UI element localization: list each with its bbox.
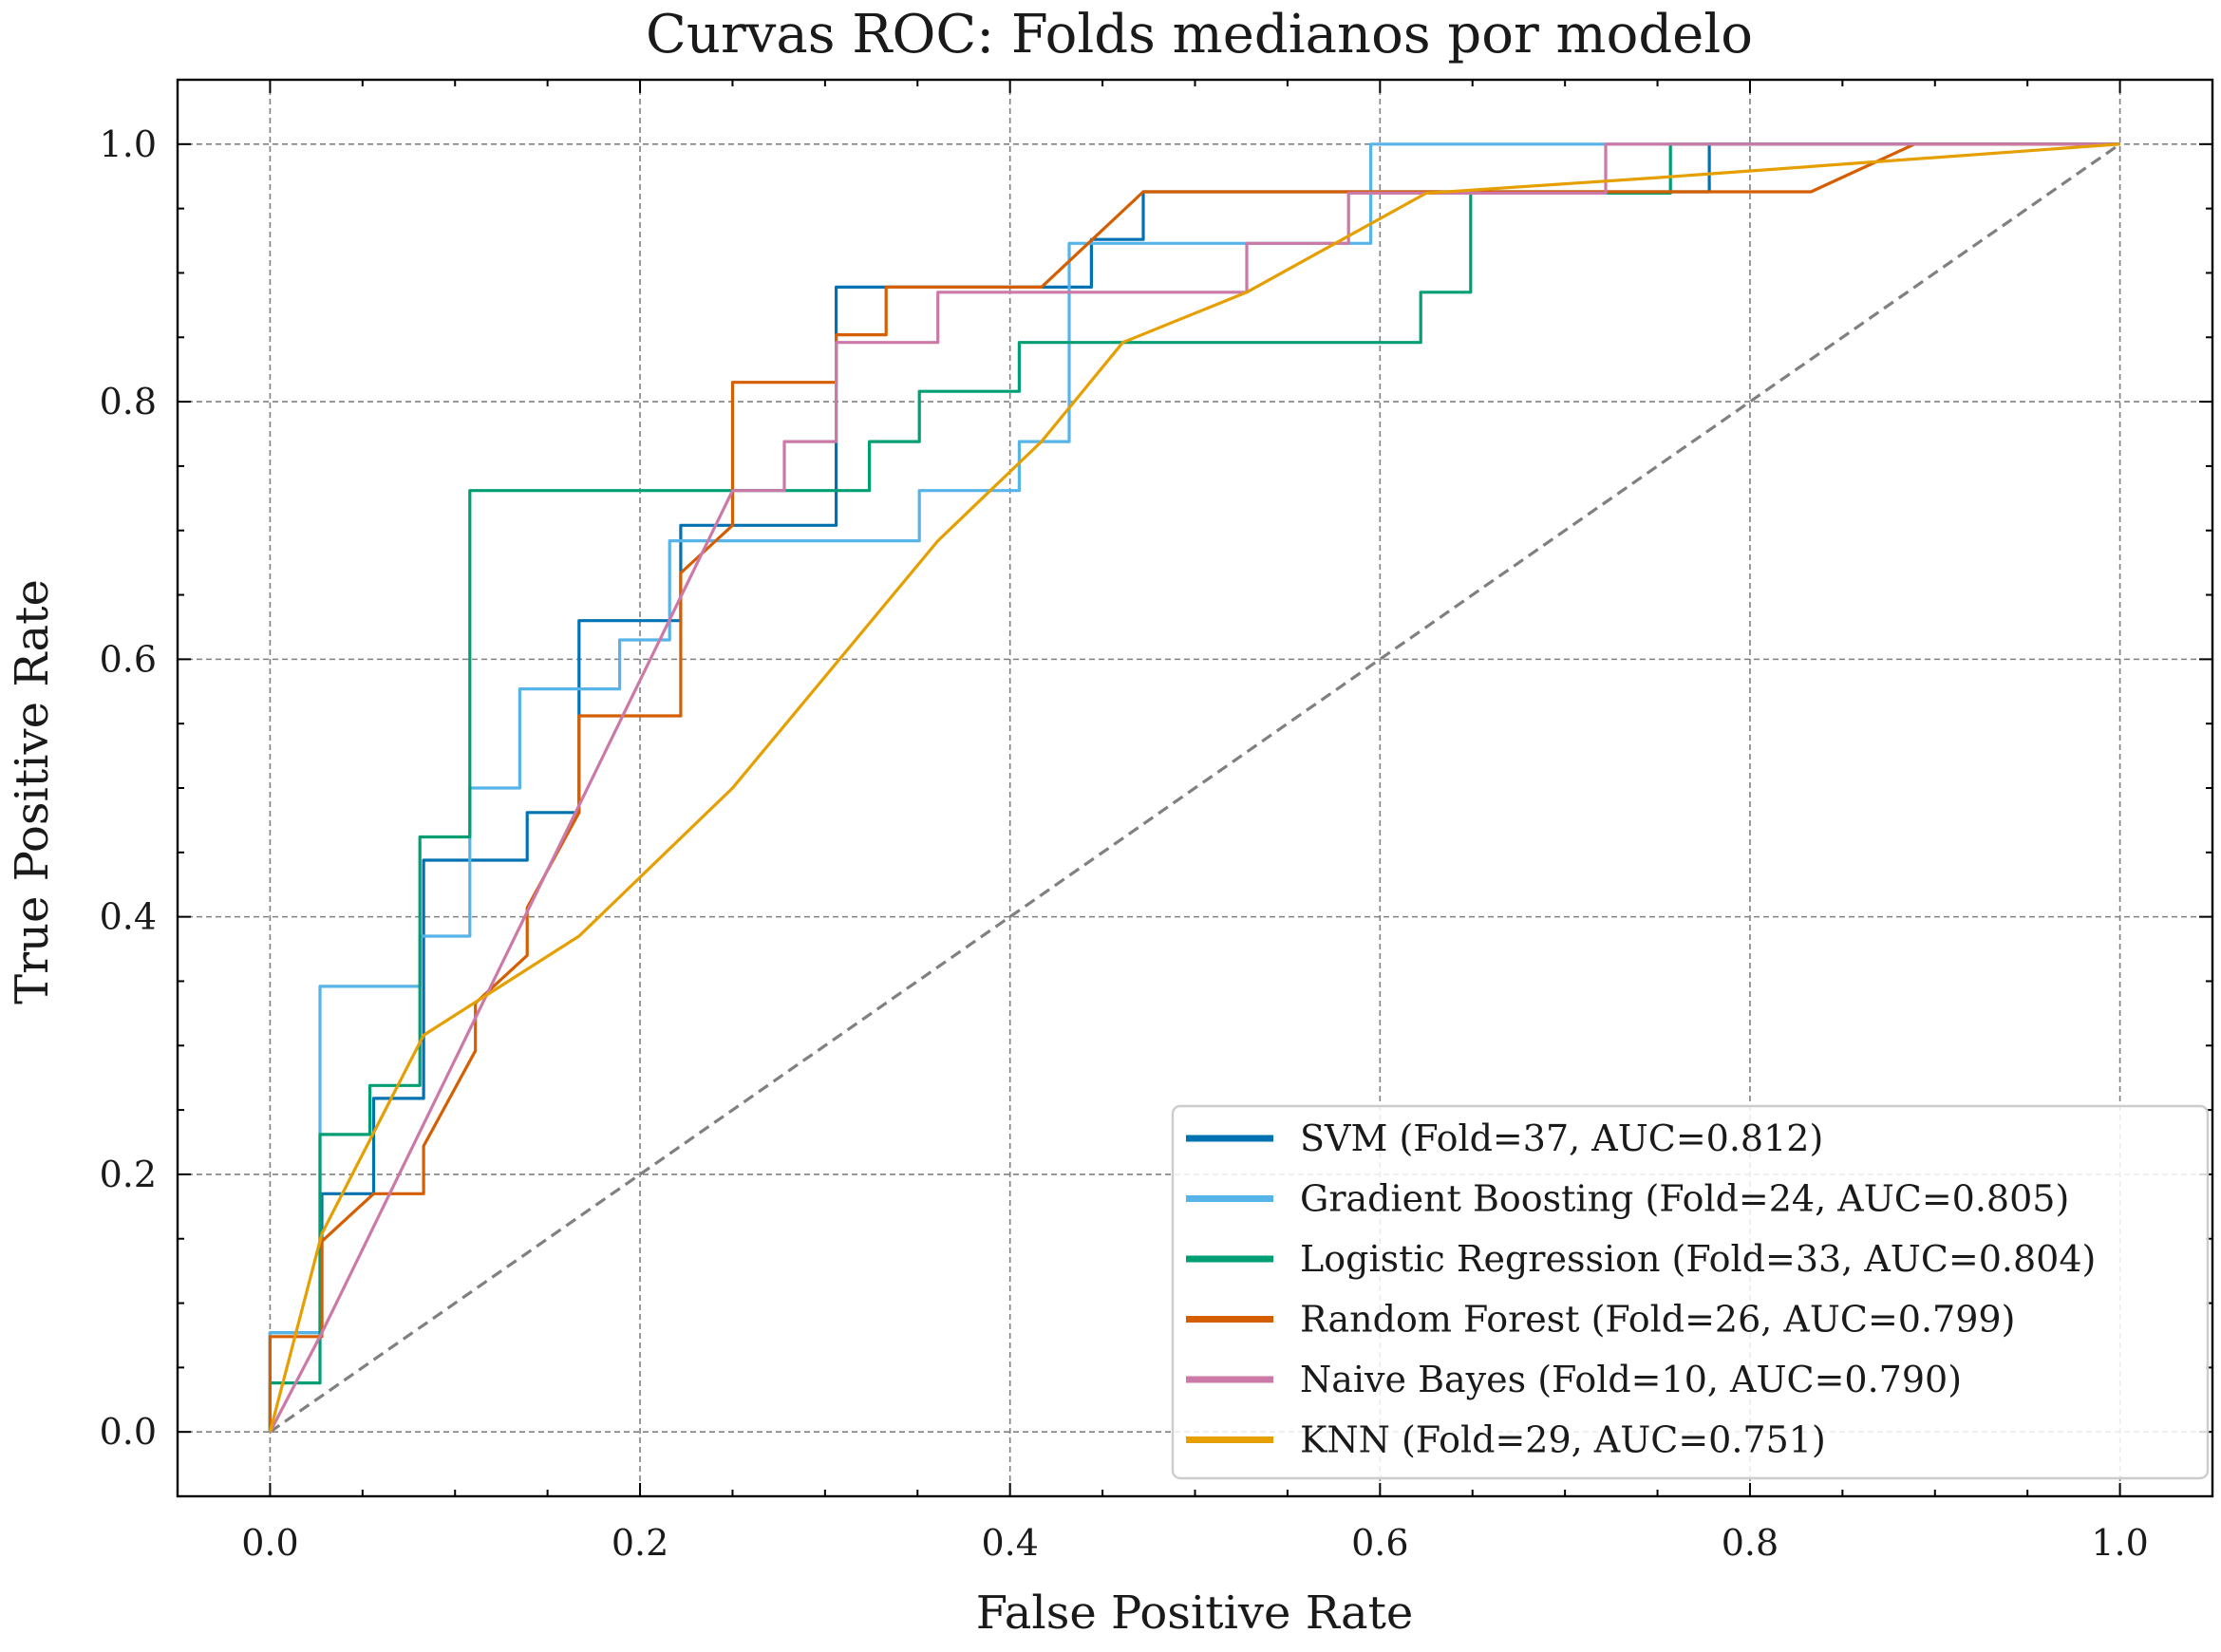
roc-curve-series-2 xyxy=(268,142,2120,1433)
x-tick-label: 0.2 xyxy=(612,1522,668,1564)
legend-entry-label: Gradient Boosting (Fold=24, AUC=0.805) xyxy=(1300,1178,2069,1220)
legend-box xyxy=(1171,1104,2210,1480)
plot-frame xyxy=(176,78,2214,1498)
chart-title: Curvas ROC: Folds medianos por modelo xyxy=(646,4,1753,66)
chance-diagonal-line xyxy=(269,142,2121,1434)
y-axis-label: True Positive Rate xyxy=(6,579,59,1004)
y-tick-label: 0.0 xyxy=(100,1411,157,1453)
tick-labels: 0.0 0.2 0.4 0.6 0.8 1.0 0.0 0.2 0.4 0.6 0.8 1.0 xyxy=(100,123,2149,1564)
legend-entry-label: Logistic Regression (Fold=33, AUC=0.804) xyxy=(1300,1238,2096,1280)
roc-curve-series-4 xyxy=(268,142,2120,1433)
y-tick-label: 0.6 xyxy=(100,638,157,680)
roc-curve-series-6 xyxy=(268,142,2120,1433)
y-tick-label: 0.2 xyxy=(100,1154,157,1195)
y-tick-label: 0.4 xyxy=(100,896,157,938)
y-tick-label: 0.8 xyxy=(100,381,157,422)
x-tick-label: 0.6 xyxy=(1351,1522,1408,1564)
x-tick-label: 0.0 xyxy=(241,1522,298,1564)
roc-curve-series-5 xyxy=(268,142,2120,1433)
x-axis-label: False Positive Rate xyxy=(976,1586,1414,1640)
roc-curve-series-1 xyxy=(268,142,2120,1433)
legend-entry-label: KNN (Fold=29, AUC=0.751) xyxy=(1300,1419,1826,1461)
roc-curve-series-3 xyxy=(268,142,2120,1433)
y-tick-label: 1.0 xyxy=(100,123,157,165)
legend-entry-label: Random Forest (Fold=26, AUC=0.799) xyxy=(1300,1299,2015,1341)
x-tick-label: 1.0 xyxy=(2091,1522,2148,1564)
x-tick-label: 0.8 xyxy=(1722,1522,1779,1564)
legend-entry-label: Naive Bayes (Fold=10, AUC=0.790) xyxy=(1300,1359,1962,1400)
x-tick-label: 0.4 xyxy=(981,1522,1038,1564)
plot-area xyxy=(268,142,2121,1434)
legend-entry-label: SVM (Fold=37, AUC=0.812) xyxy=(1300,1117,1823,1159)
legend: SVM (Fold=37, AUC=0.812) Gradient Boostin… xyxy=(1171,1104,2210,1480)
